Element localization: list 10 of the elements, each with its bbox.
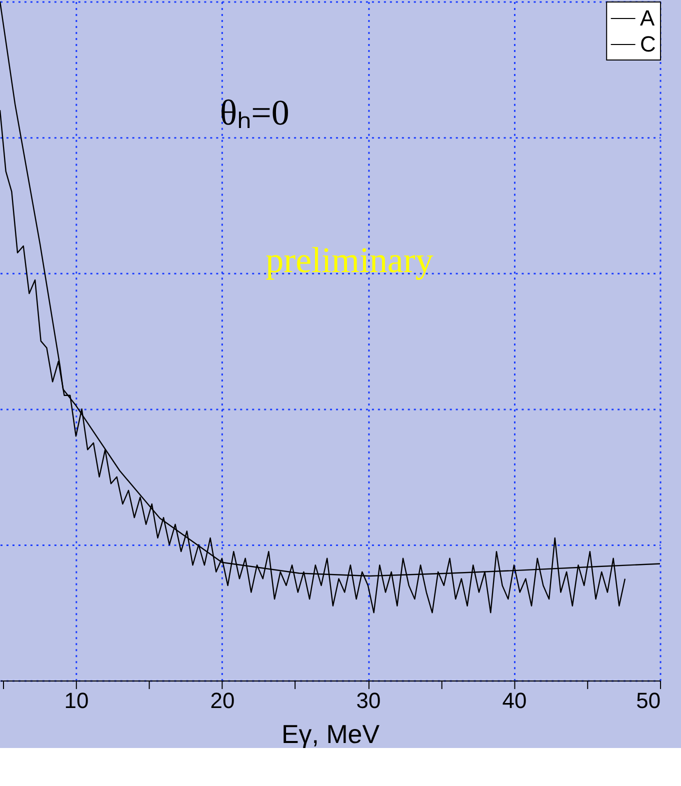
x-tick-label: 10 <box>64 688 89 714</box>
annotation: preliminary <box>266 240 434 280</box>
x-tick-label: 20 <box>210 688 235 714</box>
x-tick-label: 30 <box>356 688 381 714</box>
legend-label: A <box>640 6 656 31</box>
annotation: θₕ=0 <box>220 92 290 132</box>
x-tick-label: 50 <box>636 688 661 714</box>
legend-label: C <box>640 31 656 56</box>
x-axis-title: Eγ, MeV <box>281 718 380 749</box>
x-tick-label: 40 <box>502 688 527 714</box>
